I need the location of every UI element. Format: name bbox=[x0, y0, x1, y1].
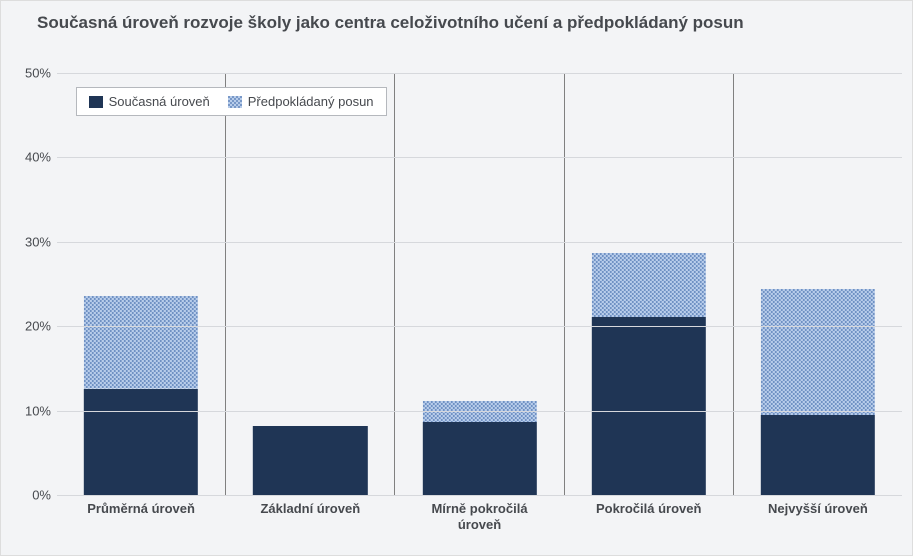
y-tick-label: 50% bbox=[25, 66, 51, 81]
bar-slot: Průměrná úroveň bbox=[57, 73, 226, 495]
bar-slot: Mírně pokročilá úroveň bbox=[395, 73, 564, 495]
bar-slot: Základní úroveň bbox=[226, 73, 395, 495]
gridline bbox=[57, 326, 902, 327]
y-tick-label: 10% bbox=[25, 403, 51, 418]
bar-segment bbox=[592, 253, 706, 318]
y-tick-label: 30% bbox=[25, 234, 51, 249]
plot-area: Průměrná úroveňZákladní úroveňMírně pokr… bbox=[57, 73, 902, 495]
bar-segment bbox=[761, 289, 875, 415]
x-category-label: Základní úroveň bbox=[226, 501, 394, 517]
gridline bbox=[57, 242, 902, 243]
bar-stack bbox=[592, 175, 706, 495]
legend-item: Současná úroveň bbox=[89, 94, 210, 109]
bar-segment bbox=[592, 317, 706, 495]
stacked-bar-chart: Současná úroveň rozvoje školy jako centr… bbox=[0, 0, 913, 556]
bar-segment bbox=[84, 389, 198, 495]
bar-stack bbox=[84, 206, 198, 495]
legend-item: Předpokládaný posun bbox=[228, 94, 374, 109]
x-category-label: Mírně pokročilá úroveň bbox=[395, 501, 563, 532]
chart-title: Současná úroveň rozvoje školy jako centr… bbox=[37, 13, 892, 33]
legend: Současná úroveň Předpokládaný posun bbox=[76, 87, 387, 116]
legend-label: Současná úroveň bbox=[109, 94, 210, 109]
bars-area: Průměrná úroveňZákladní úroveňMírně pokr… bbox=[57, 73, 902, 495]
gridline bbox=[57, 157, 902, 158]
legend-swatch bbox=[89, 96, 103, 108]
y-tick-label: 40% bbox=[25, 150, 51, 165]
x-category-label: Průměrná úroveň bbox=[57, 501, 225, 517]
x-category-label: Pokročilá úroveň bbox=[565, 501, 733, 517]
legend-swatch bbox=[228, 96, 242, 108]
bar-segment bbox=[761, 415, 875, 495]
bar-stack bbox=[253, 317, 367, 495]
gridline bbox=[57, 73, 902, 74]
bar-segment bbox=[84, 296, 198, 389]
bar-stack bbox=[761, 200, 875, 495]
y-tick-label: 20% bbox=[25, 319, 51, 334]
y-tick-label: 0% bbox=[32, 488, 51, 503]
bar-slot: Pokročilá úroveň bbox=[565, 73, 734, 495]
legend-label: Předpokládaný posun bbox=[248, 94, 374, 109]
bar-segment bbox=[253, 426, 367, 495]
gridline bbox=[57, 411, 902, 412]
bar-segment bbox=[422, 422, 536, 495]
gridline bbox=[57, 495, 902, 496]
x-category-label: Nejvyšší úroveň bbox=[734, 501, 902, 517]
bar-slot: Nejvyšší úroveň bbox=[734, 73, 902, 495]
